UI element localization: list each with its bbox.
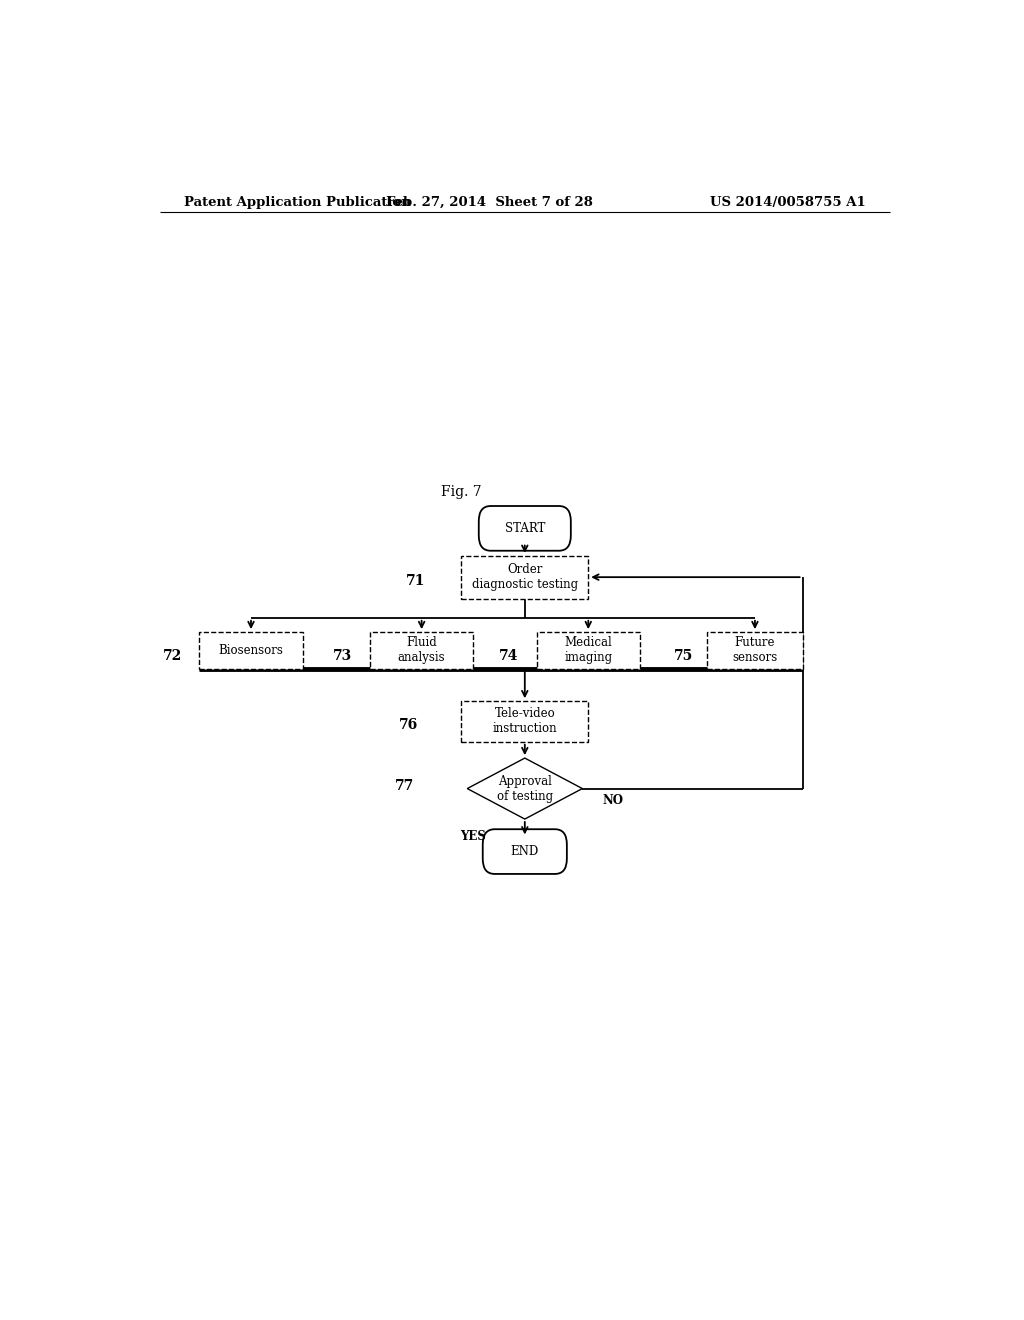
Text: 73: 73 <box>333 649 352 664</box>
Text: NO: NO <box>602 795 624 808</box>
FancyBboxPatch shape <box>461 701 588 742</box>
FancyBboxPatch shape <box>537 632 640 669</box>
Text: Fig. 7: Fig. 7 <box>441 484 481 499</box>
Text: 77: 77 <box>394 779 414 792</box>
Text: Approval
of testing: Approval of testing <box>497 775 553 803</box>
Polygon shape <box>467 758 583 818</box>
Text: Feb. 27, 2014  Sheet 7 of 28: Feb. 27, 2014 Sheet 7 of 28 <box>386 195 593 209</box>
Text: 71: 71 <box>407 574 426 589</box>
FancyBboxPatch shape <box>479 506 570 550</box>
Text: Order
diagnostic testing: Order diagnostic testing <box>472 564 578 591</box>
Text: YES: YES <box>460 830 486 843</box>
Text: 72: 72 <box>163 649 182 664</box>
Text: Medical
imaging: Medical imaging <box>564 636 612 664</box>
Text: 76: 76 <box>398 718 418 731</box>
FancyBboxPatch shape <box>708 632 803 669</box>
Text: Patent Application Publication: Patent Application Publication <box>183 195 411 209</box>
FancyBboxPatch shape <box>461 556 588 598</box>
Text: Biosensors: Biosensors <box>218 644 284 657</box>
Text: Tele-video
instruction: Tele-video instruction <box>493 708 557 735</box>
Text: US 2014/0058755 A1: US 2014/0058755 A1 <box>711 195 866 209</box>
FancyBboxPatch shape <box>482 829 567 874</box>
Text: END: END <box>511 845 539 858</box>
Text: Future
sensors: Future sensors <box>732 636 777 664</box>
Text: Fluid
analysis: Fluid analysis <box>397 636 445 664</box>
Text: 74: 74 <box>499 649 518 664</box>
FancyBboxPatch shape <box>370 632 473 669</box>
Text: 75: 75 <box>674 649 693 664</box>
FancyBboxPatch shape <box>200 632 303 669</box>
Text: START: START <box>505 521 545 535</box>
